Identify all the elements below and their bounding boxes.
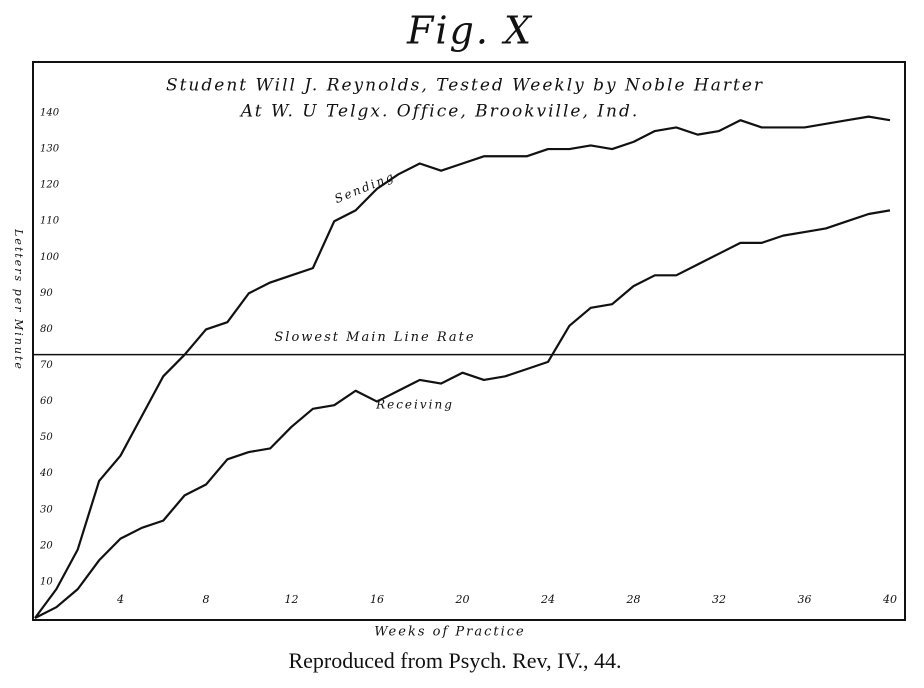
x-tick-label: 28: [626, 593, 641, 606]
caption: Reproduced from Psych. Rev, IV., 44.: [288, 648, 621, 673]
y-tick-label: 110: [40, 216, 60, 227]
series-line: [34, 209, 891, 619]
y-tick-label: 30: [40, 504, 53, 515]
y-tick-label: 130: [40, 144, 60, 155]
y-tick-label: 10: [40, 576, 53, 587]
y-tick-label: 60: [40, 396, 53, 407]
y-tick-label: 100: [40, 252, 60, 263]
x-tick-label: 40: [882, 593, 897, 606]
x-tick-label: 36: [798, 593, 812, 606]
x-tick-label: 16: [370, 593, 384, 606]
x-tick-label: 32: [712, 593, 726, 606]
x-tick-label: 8: [203, 593, 210, 606]
y-tick-label: 20: [39, 540, 53, 551]
series-line: [34, 115, 891, 619]
y-tick-label: 120: [40, 180, 60, 191]
x-tick-label: 12: [285, 593, 299, 606]
series-label: Receiving: [375, 398, 454, 412]
reference-label: Slowest Main Line Rate: [274, 330, 475, 345]
y-axis-label: Letters per Minute: [12, 228, 25, 371]
y-tick-label: 50: [40, 432, 53, 443]
y-tick-label: 70: [40, 360, 53, 371]
y-tick-label: 140: [40, 108, 60, 119]
plot-frame: [32, 61, 906, 621]
y-tick-label: 40: [39, 468, 53, 479]
chart-subtitle: At W. U Telgx. Office, Brookville, Ind.: [239, 102, 640, 122]
x-axis-label: Weeks of Practice: [374, 625, 526, 640]
figure-title: Fig. X: [406, 9, 533, 53]
y-tick-label: 90: [40, 288, 53, 299]
chart-title: Student Will J. Reynolds, Tested Weekly …: [166, 76, 764, 96]
x-tick-label: 20: [455, 593, 470, 606]
y-tick-label: 80: [40, 324, 53, 335]
x-tick-label: 4: [116, 593, 124, 606]
x-tick-label: 24: [540, 593, 555, 606]
